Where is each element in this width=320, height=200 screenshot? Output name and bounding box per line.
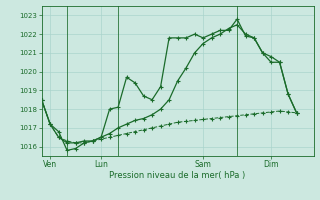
X-axis label: Pression niveau de la mer( hPa ): Pression niveau de la mer( hPa ) bbox=[109, 171, 246, 180]
